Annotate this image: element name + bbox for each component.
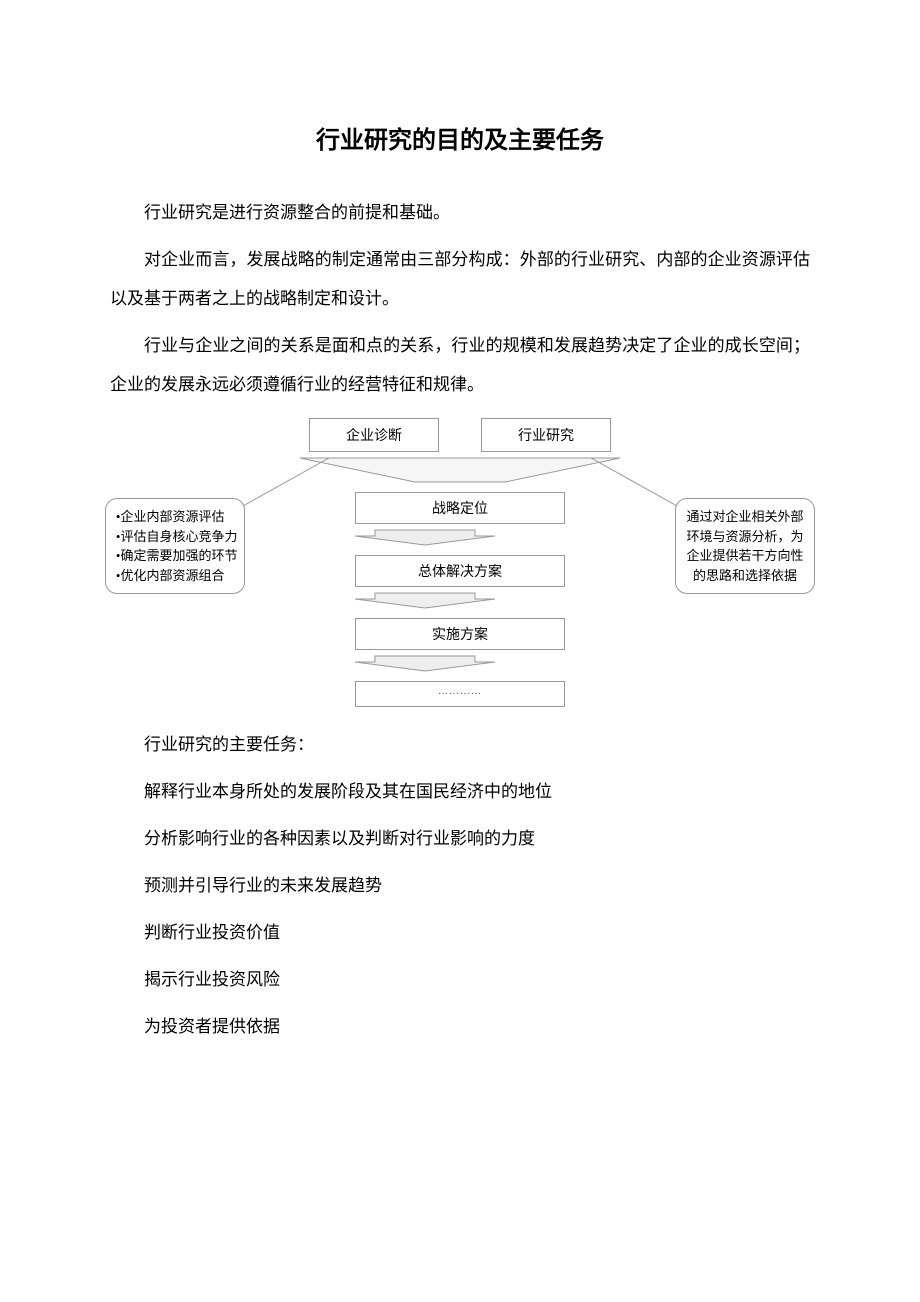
arrow-down-2 [355,591,495,609]
box-industry-research: 行业研究 [481,418,611,452]
arrow-down-3 [355,654,495,672]
callout-internal-line4: •优化内部资源组合 [112,566,238,586]
funnel-connector [300,456,620,484]
page-title: 行业研究的目的及主要任务 [110,120,810,155]
paragraph-1: 行业研究是进行资源整合的前提和基础。 [110,193,810,232]
callout-internal-line1: •企业内部资源评估 [112,507,238,527]
box-strategic-position: 战略定位 [355,492,565,524]
task-item-3: 预测并引导行业的未来发展趋势 [110,871,810,896]
paragraph-3: 行业与企业之间的关系是面和点的关系，行业的规模和发展趋势决定了企业的成长空间；企… [110,326,810,404]
box-enterprise-diagnosis: 企业诊断 [309,418,439,452]
task-item-2: 分析影响行业的各种因素以及判断对行业影响的力度 [110,824,810,849]
box-ellipsis: ………… [355,681,565,707]
task-item-6: 为投资者提供依据 [110,1012,810,1037]
callout-internal: •企业内部资源评估 •评估自身核心竞争力 •确定需要加强的环节 •优化内部资源组… [105,498,245,594]
flowchart-top-row: 企业诊断 行业研究 [175,418,745,452]
callout-right-pointer [577,458,677,508]
arrow-down-1 [355,528,495,546]
callout-external: 通过对企业相关外部环境与资源分析，为企业提供若干方向性的思路和选择依据 [675,498,815,594]
callout-internal-line3: •确定需要加强的环节 [112,546,238,566]
strategy-flowchart: 企业诊断 行业研究 •企业内部资源评估 •评估自身核心竞争力 •确定需要加强的环… [175,418,745,708]
paragraph-2: 对企业而言，发展战略的制定通常由三部分构成：外部的行业研究、内部的企业资源评估以… [110,240,810,318]
task-item-4: 判断行业投资价值 [110,918,810,943]
flowchart-mid-stack: 战略定位 总体解决方案 实施方案 ………… [355,492,565,707]
box-overall-solution: 总体解决方案 [355,555,565,587]
tasks-header: 行业研究的主要任务： [110,730,810,755]
task-item-1: 解释行业本身所处的发展阶段及其在国民经济中的地位 [110,777,810,802]
task-item-5: 揭示行业投资风险 [110,965,810,990]
callout-internal-line2: •评估自身核心竞争力 [112,527,238,547]
box-implementation: 实施方案 [355,618,565,650]
callout-left-pointer [243,458,343,508]
